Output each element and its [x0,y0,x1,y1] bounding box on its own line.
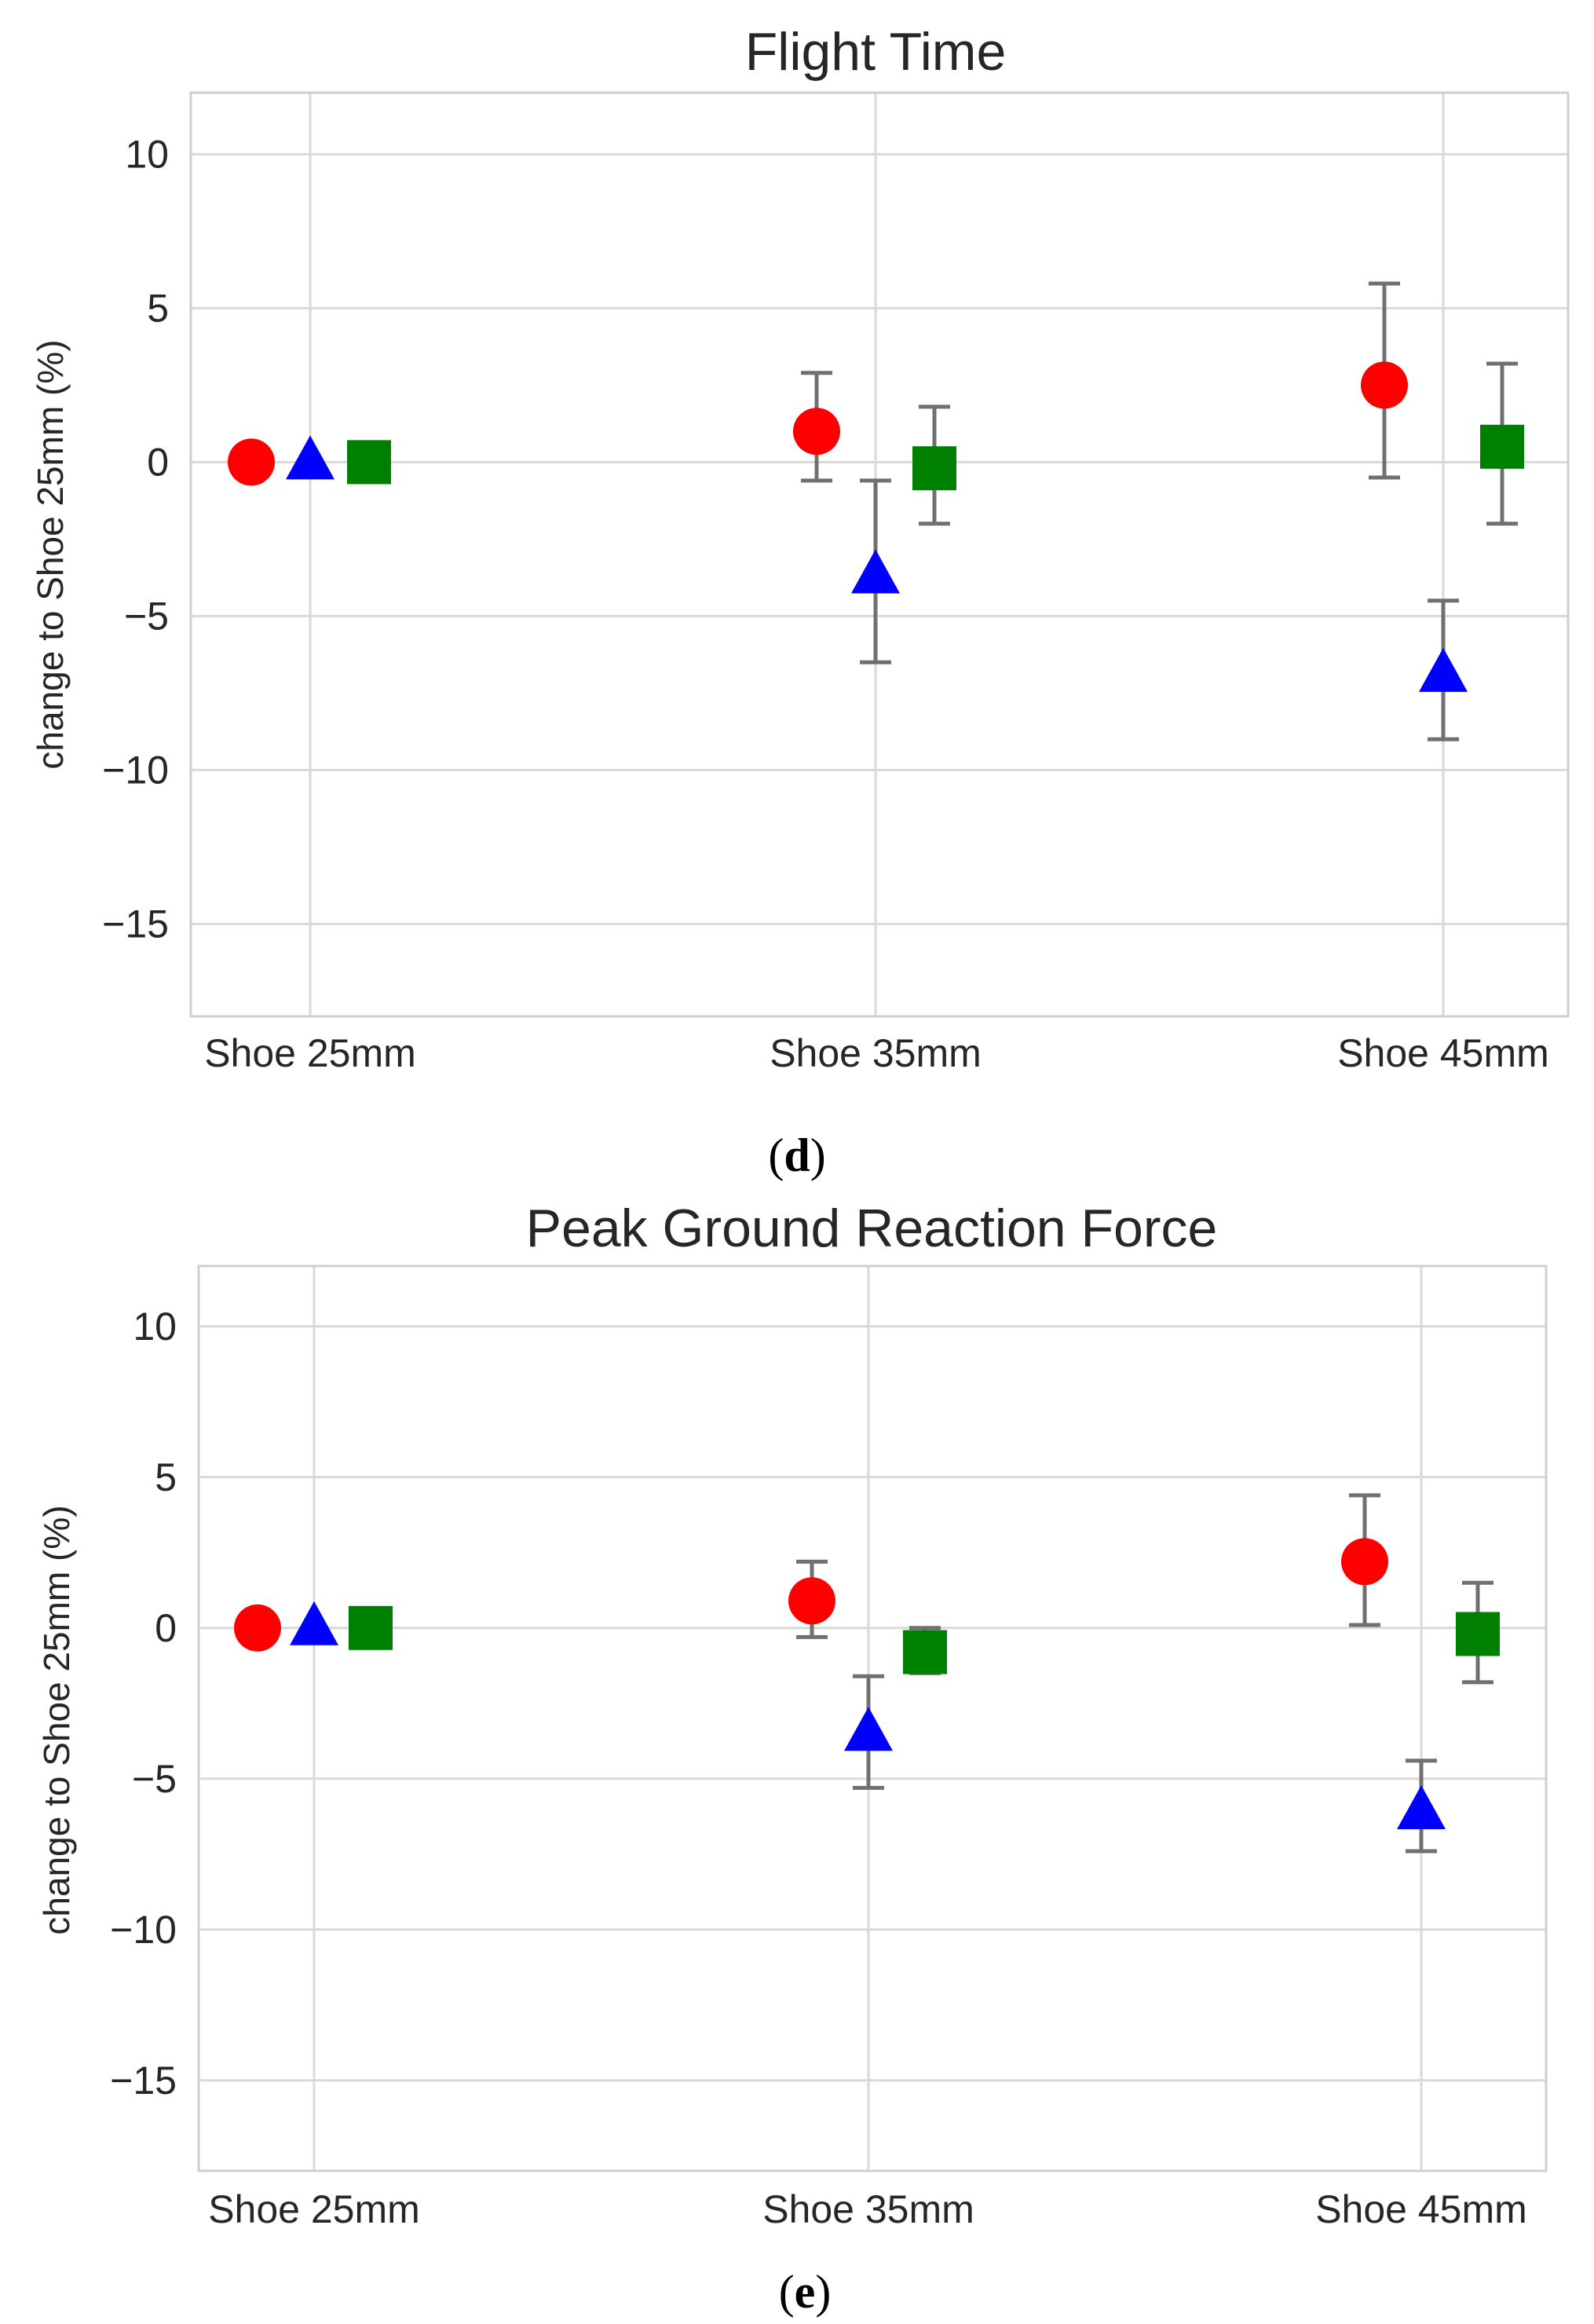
y-tick-label: −5 [124,594,169,638]
chart-panel-flight-time: Flight Time 10 5 0 −5 −10 −15 Shoe 25mm … [30,22,1570,1181]
y-tick-label: 0 [147,440,169,484]
y-tick-label: 5 [155,1455,177,1499]
panel-letter: d [784,1129,810,1181]
circle-marker [228,438,275,486]
y-tick-labels: 10 5 0 −5 −10 −15 [102,132,169,946]
gridlines [199,1266,1546,2171]
x-tick-label: Shoe 25mm [204,1031,416,1075]
triangle-marker [290,1601,338,1645]
chart-title: Flight Time [745,22,1007,82]
y-tick-label: −10 [110,1908,177,1952]
plot-frame [197,1264,1548,2172]
x-tick-label: Shoe 35mm [770,1031,982,1075]
x-tick-label: Shoe 45mm [1315,2187,1527,2231]
chart-title: Peak Ground Reaction Force [526,1199,1218,1258]
square-marker [903,1630,947,1674]
panel-letter: e [795,2266,816,2318]
x-tick-label: Shoe 45mm [1337,1031,1549,1075]
data-marks [234,1493,1500,1854]
data-marks [228,281,1524,741]
circle-marker [1341,1538,1388,1586]
circle-marker [793,408,840,456]
y-tick-label: −10 [102,748,169,792]
circle-marker [234,1604,281,1652]
square-marker [1456,1612,1500,1656]
y-tick-labels: 10 5 0 −5 −10 −15 [110,1305,177,2103]
gridlines [191,93,1568,1016]
triangle-marker [851,549,900,594]
square-marker [1480,424,1524,469]
x-tick-labels: Shoe 25mm Shoe 35mm Shoe 45mm [204,1031,1549,1075]
chart-panel-peak-grf: Peak Ground Reaction Force 10 5 0 −5 −10… [36,1199,1548,2318]
y-tick-label: −15 [102,902,169,946]
y-tick-label: 10 [125,132,169,176]
circle-marker [788,1577,835,1625]
x-tick-label: Shoe 35mm [762,2187,974,2231]
triangle-marker [286,435,335,480]
y-tick-label: −5 [132,1757,177,1801]
y-tick-label: 0 [155,1606,177,1650]
square-marker [349,1605,393,1650]
y-tick-label: 10 [133,1305,177,1349]
triangle-marker [1397,1785,1446,1830]
y-tick-label: 5 [147,286,169,330]
square-marker [347,440,391,485]
y-tick-label: −15 [110,2059,177,2103]
y-axis-label: change to Shoe 25mm (%) [30,339,71,769]
panel-caption: (d) [768,1129,825,1181]
plot-frame [189,91,1570,1018]
triangle-marker [844,1707,893,1751]
panel-caption: (e) [779,2266,832,2318]
x-tick-labels: Shoe 25mm Shoe 35mm Shoe 45mm [208,2187,1527,2231]
square-marker [912,446,956,491]
y-axis-label: change to Shoe 25mm (%) [36,1505,77,1934]
triangle-marker [1419,647,1468,692]
circle-marker [1361,361,1408,409]
x-tick-label: Shoe 25mm [208,2187,420,2231]
